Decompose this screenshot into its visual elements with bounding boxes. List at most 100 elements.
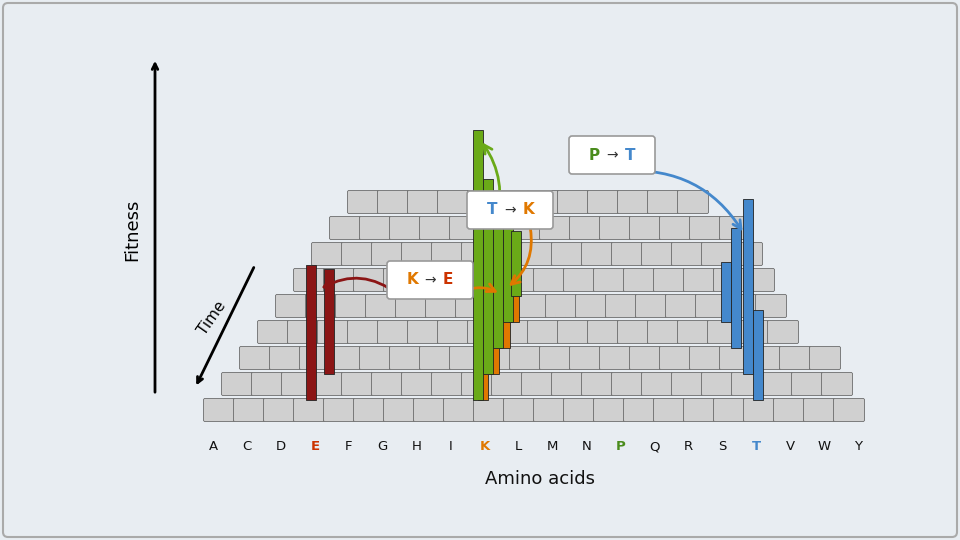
FancyBboxPatch shape [809,347,841,369]
FancyBboxPatch shape [305,294,337,318]
FancyBboxPatch shape [521,242,553,266]
Bar [473,130,484,400]
FancyBboxPatch shape [665,294,697,318]
FancyBboxPatch shape [527,191,559,213]
FancyBboxPatch shape [713,268,745,292]
FancyBboxPatch shape [276,294,306,318]
FancyBboxPatch shape [318,321,348,343]
FancyBboxPatch shape [743,268,775,292]
FancyBboxPatch shape [353,268,385,292]
FancyBboxPatch shape [641,242,673,266]
FancyBboxPatch shape [510,217,540,240]
FancyBboxPatch shape [569,217,601,240]
FancyBboxPatch shape [588,191,618,213]
FancyBboxPatch shape [324,399,354,422]
FancyBboxPatch shape [689,217,721,240]
Text: K: K [522,202,534,218]
FancyBboxPatch shape [678,321,708,343]
FancyBboxPatch shape [204,399,234,422]
FancyBboxPatch shape [564,399,594,422]
FancyBboxPatch shape [780,347,810,369]
FancyBboxPatch shape [527,321,559,343]
Text: G: G [377,440,388,453]
FancyBboxPatch shape [300,347,330,369]
FancyBboxPatch shape [540,347,570,369]
FancyBboxPatch shape [233,399,265,422]
Bar [324,269,334,374]
FancyBboxPatch shape [551,242,583,266]
FancyBboxPatch shape [473,399,505,422]
FancyBboxPatch shape [449,217,481,240]
Text: F: F [345,440,352,453]
FancyBboxPatch shape [401,373,433,395]
FancyBboxPatch shape [377,191,409,213]
FancyBboxPatch shape [390,217,420,240]
FancyBboxPatch shape [462,373,492,395]
FancyBboxPatch shape [407,191,439,213]
FancyBboxPatch shape [359,347,391,369]
FancyBboxPatch shape [294,268,324,292]
FancyBboxPatch shape [630,347,660,369]
Bar [743,199,754,374]
FancyBboxPatch shape [695,294,727,318]
FancyBboxPatch shape [534,399,564,422]
Text: H: H [412,440,421,453]
FancyBboxPatch shape [623,399,655,422]
FancyBboxPatch shape [671,242,703,266]
FancyBboxPatch shape [582,242,612,266]
FancyBboxPatch shape [479,217,511,240]
Text: →: → [424,273,436,287]
FancyBboxPatch shape [521,373,553,395]
FancyBboxPatch shape [348,321,378,343]
Text: Time: Time [195,298,228,338]
FancyBboxPatch shape [593,268,625,292]
FancyBboxPatch shape [387,261,473,299]
FancyBboxPatch shape [420,217,450,240]
FancyBboxPatch shape [750,347,780,369]
Text: Q: Q [649,440,660,453]
FancyBboxPatch shape [558,321,588,343]
FancyBboxPatch shape [287,321,319,343]
FancyBboxPatch shape [372,373,402,395]
FancyBboxPatch shape [575,294,607,318]
FancyBboxPatch shape [545,294,577,318]
Text: T: T [625,147,636,163]
Text: →: → [606,148,618,162]
FancyBboxPatch shape [588,321,618,343]
Text: R: R [684,440,693,453]
FancyBboxPatch shape [564,268,594,292]
Bar [509,262,518,322]
FancyBboxPatch shape [540,217,570,240]
FancyBboxPatch shape [833,399,865,422]
FancyBboxPatch shape [359,217,391,240]
FancyBboxPatch shape [774,399,804,422]
FancyBboxPatch shape [335,294,367,318]
Text: D: D [276,440,286,453]
FancyBboxPatch shape [329,217,361,240]
FancyBboxPatch shape [467,191,553,229]
FancyBboxPatch shape [582,373,612,395]
FancyBboxPatch shape [486,294,516,318]
FancyBboxPatch shape [630,217,660,240]
FancyBboxPatch shape [534,268,564,292]
FancyBboxPatch shape [390,347,420,369]
FancyBboxPatch shape [414,399,444,422]
FancyBboxPatch shape [510,347,540,369]
FancyBboxPatch shape [479,347,511,369]
FancyBboxPatch shape [713,399,745,422]
Bar [493,208,503,348]
FancyBboxPatch shape [708,321,738,343]
FancyBboxPatch shape [462,242,492,266]
Text: S: S [718,440,727,453]
FancyBboxPatch shape [497,321,529,343]
FancyBboxPatch shape [719,347,751,369]
FancyBboxPatch shape [617,321,649,343]
FancyBboxPatch shape [606,294,636,318]
FancyBboxPatch shape [804,399,834,422]
FancyBboxPatch shape [599,347,631,369]
Bar [489,249,498,374]
Text: V: V [785,440,795,453]
FancyBboxPatch shape [438,321,468,343]
Bar [477,245,488,400]
FancyBboxPatch shape [647,191,679,213]
